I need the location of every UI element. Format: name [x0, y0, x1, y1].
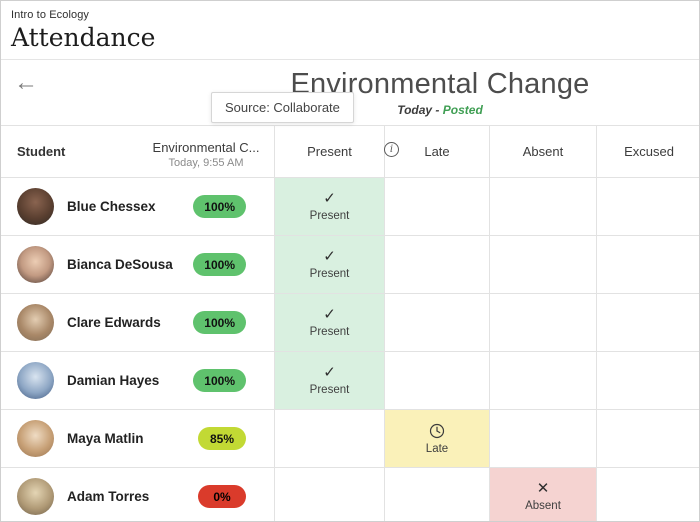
- avatar: [17, 478, 54, 515]
- present-cell[interactable]: [274, 468, 384, 521]
- source-tooltip: Source: Collaborate: [211, 92, 354, 123]
- excused-cell[interactable]: [596, 236, 699, 293]
- back-arrow-icon[interactable]: ←: [14, 69, 38, 96]
- info-icon[interactable]: i: [384, 142, 399, 157]
- table-row: Bianca DeSousa 100% ✓ Present: [1, 236, 699, 294]
- status-label: Absent: [525, 500, 561, 512]
- absent-column-header: Absent: [489, 126, 596, 177]
- student-name[interactable]: Clare Edwards: [67, 315, 161, 330]
- attendance-score-badge: 85%: [198, 427, 246, 450]
- student-cell: Bianca DeSousa 100%: [1, 236, 274, 293]
- absent-cell[interactable]: ✕ Absent: [489, 468, 596, 521]
- excused-cell[interactable]: [596, 410, 699, 467]
- attendance-score-badge: 100%: [193, 369, 246, 392]
- absent-cell[interactable]: [489, 294, 596, 351]
- student-cell: Blue Chessex 100%: [1, 178, 274, 235]
- attendance-score-badge: 100%: [193, 195, 246, 218]
- check-icon: ✓: [323, 248, 336, 265]
- late-cell[interactable]: [384, 468, 489, 521]
- check-icon: ✓: [323, 190, 336, 207]
- excused-column-header: Excused: [596, 126, 699, 177]
- present-cell[interactable]: ✓ Present: [274, 352, 384, 409]
- student-column-header: Student: [17, 144, 66, 159]
- status-label: Late: [425, 442, 449, 455]
- avatar: [17, 362, 54, 399]
- late-cell[interactable]: [384, 178, 489, 235]
- meeting-subtitle: Today - Posted: [181, 103, 699, 117]
- attendance-score-badge: 100%: [193, 253, 246, 276]
- avatar: [17, 246, 54, 283]
- late-cell[interactable]: [384, 352, 489, 409]
- meeting-status: Posted: [442, 103, 483, 117]
- status-label: Present: [309, 210, 350, 222]
- breadcrumb-course: Intro to Ecology: [11, 9, 90, 21]
- table-row: Clare Edwards 100% ✓ Present: [1, 294, 699, 352]
- absent-cell[interactable]: [489, 178, 596, 235]
- status-label: Present: [309, 384, 350, 396]
- x-icon: ✕: [536, 480, 550, 497]
- student-cell: Damian Hayes 100%: [1, 352, 274, 409]
- meeting-column-time: Today, 9:55 AM: [168, 157, 244, 169]
- present-cell[interactable]: ✓ Present: [274, 294, 384, 351]
- table-row: Blue Chessex 100% ✓ Present: [1, 178, 699, 236]
- absent-cell[interactable]: [489, 236, 596, 293]
- attendance-score-badge: 100%: [193, 311, 246, 334]
- late-cell[interactable]: Late: [384, 410, 489, 467]
- student-name[interactable]: Damian Hayes: [67, 373, 160, 388]
- status-label: Present: [309, 326, 350, 338]
- meeting-column-title: Environmental C...: [152, 140, 260, 155]
- app-header: Intro to Ecology Attendance: [1, 1, 699, 60]
- absent-cell[interactable]: [489, 410, 596, 467]
- table-row: Adam Torres 0% ✕ Absent: [1, 468, 699, 521]
- excused-cell[interactable]: [596, 468, 699, 521]
- excused-cell[interactable]: [596, 352, 699, 409]
- student-name[interactable]: Bianca DeSousa: [67, 257, 173, 272]
- student-cell: Clare Edwards 100%: [1, 294, 274, 351]
- late-cell[interactable]: [384, 294, 489, 351]
- present-cell[interactable]: [274, 410, 384, 467]
- meeting-header: ← Environmental Change Today - Posted So…: [1, 60, 699, 125]
- present-column-header: Present: [274, 126, 384, 177]
- check-icon: ✓: [323, 364, 336, 381]
- attendance-score-badge: 0%: [198, 485, 246, 508]
- student-header-cell: Student i Environmental C... Today, 9:55…: [1, 126, 399, 177]
- status-label: Present: [309, 268, 350, 280]
- present-cell[interactable]: ✓ Present: [274, 178, 384, 235]
- avatar: [17, 420, 54, 457]
- late-column-header: Late: [384, 126, 489, 177]
- absent-cell[interactable]: [489, 352, 596, 409]
- table-row: Maya Matlin 85% Late: [1, 410, 699, 468]
- clock-icon: [429, 423, 445, 438]
- student-name[interactable]: Maya Matlin: [67, 431, 144, 446]
- check-icon: ✓: [323, 306, 336, 323]
- meeting-column-header[interactable]: i Environmental C... Today, 9:55 AM: [139, 140, 399, 169]
- student-name[interactable]: Blue Chessex: [67, 199, 156, 214]
- student-cell: Adam Torres 0%: [1, 468, 274, 521]
- avatar: [17, 304, 54, 341]
- excused-cell[interactable]: [596, 178, 699, 235]
- avatar: [17, 188, 54, 225]
- table-header: Student i Environmental C... Today, 9:55…: [1, 125, 699, 178]
- student-cell: Maya Matlin 85%: [1, 410, 274, 467]
- present-cell[interactable]: ✓ Present: [274, 236, 384, 293]
- student-name[interactable]: Adam Torres: [67, 489, 150, 504]
- table-row: Damian Hayes 100% ✓ Present: [1, 352, 699, 410]
- meeting-date: Today -: [397, 103, 440, 117]
- late-cell[interactable]: [384, 236, 489, 293]
- excused-cell[interactable]: [596, 294, 699, 351]
- page-title: Attendance: [11, 23, 156, 52]
